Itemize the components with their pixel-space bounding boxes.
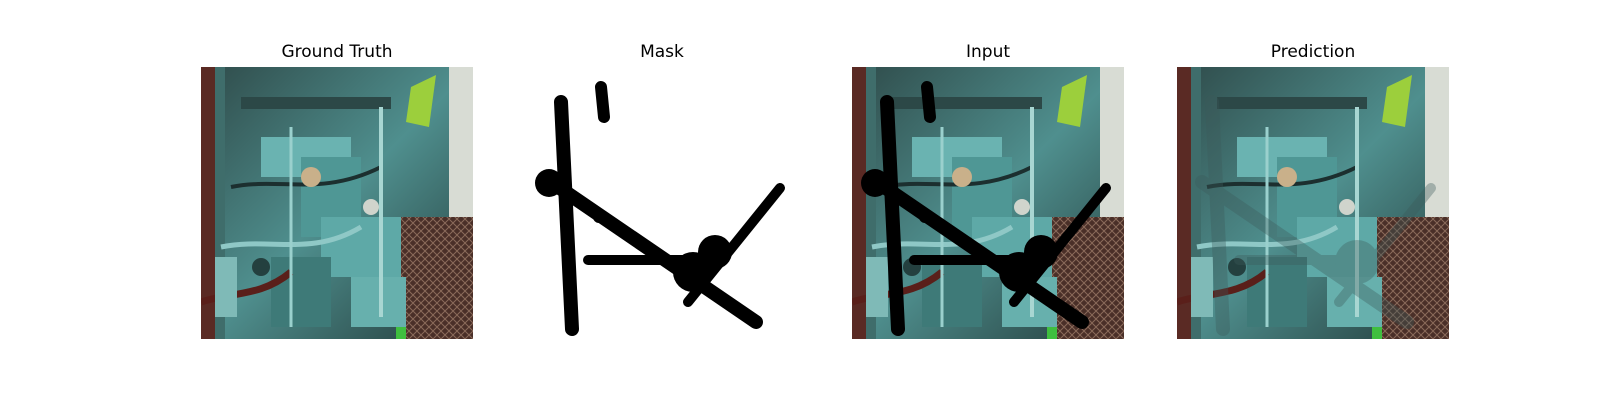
input-image [852,67,1124,339]
ground-truth-image [201,67,473,339]
prediction-image [1177,67,1449,339]
panel-title-ground-truth: Ground Truth [281,42,393,62]
panel-input: Input [852,0,1124,400]
panel-mask: Mask [526,0,798,400]
mask-image [526,67,798,339]
panel-prediction: Prediction [1177,0,1449,400]
panel-ground-truth: Ground Truth [201,0,473,400]
panel-title-prediction: Prediction [1270,42,1356,62]
panel-title-mask: Mask [640,42,684,62]
panel-title-input: Input [965,42,1011,62]
